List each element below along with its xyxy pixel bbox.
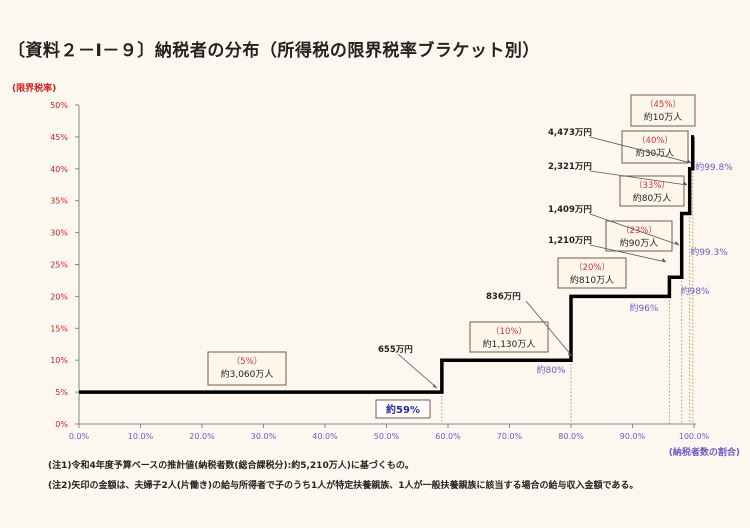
bracket-count-label: 約80万人 xyxy=(633,192,671,204)
bracket-box xyxy=(619,175,685,207)
share-label: 約99.8% xyxy=(695,161,733,173)
x-tick-label: 40.0% xyxy=(312,432,338,441)
bracket-rate-label: （20%） xyxy=(574,262,610,273)
y-tick-label: 25% xyxy=(50,261,68,270)
share-59-box xyxy=(375,399,431,419)
arrow-line xyxy=(397,353,438,389)
x-tick-label: 100.0% xyxy=(679,432,710,441)
note-1: (注1)令和4年度予算ベースの推計値(納税者数(総合課税分):約5,210万人)… xyxy=(48,461,414,471)
share-label: 約96% xyxy=(629,302,658,314)
share-label: 約98% xyxy=(680,285,709,297)
x-tick-label: 70.0% xyxy=(497,432,523,441)
arrow-line xyxy=(589,244,667,263)
x-axis-title: (納税者数の割合) xyxy=(669,446,740,458)
y-tick-label: 20% xyxy=(50,292,68,301)
arrow-head xyxy=(568,352,572,356)
arrow-head xyxy=(687,159,691,163)
x-tick-label: 50.0% xyxy=(374,432,400,441)
arrow-line xyxy=(589,170,688,186)
share-label: 約59% xyxy=(386,403,420,416)
bracket-box xyxy=(557,257,627,289)
income-threshold-label: 836万円 xyxy=(486,292,521,302)
x-tick-label: 10.0% xyxy=(128,432,154,441)
x-tick-label: 60.0% xyxy=(435,432,461,441)
bracket-box xyxy=(630,94,696,127)
arrow-head xyxy=(433,384,437,388)
bracket-count-label: 約90万人 xyxy=(620,237,658,249)
step-line xyxy=(79,135,695,394)
x-tick-label: 30.0% xyxy=(251,432,277,441)
income-threshold-label: 655万円 xyxy=(378,345,413,355)
note-2: (注2)矢印の金額は、夫婦子2人(片働き)の給与所得者で子のうち1人が特定扶養親… xyxy=(48,481,639,491)
income-threshold-label: 1,210万円 xyxy=(548,236,592,246)
income-threshold-label: 2,321万円 xyxy=(548,162,592,172)
x-tick-label: 0.0% xyxy=(69,432,90,441)
y-tick-label: 30% xyxy=(50,229,68,238)
bracket-rate-label: （10%） xyxy=(491,326,527,337)
bracket-box xyxy=(605,220,673,252)
arrow-head xyxy=(662,258,666,262)
share-label: 約80% xyxy=(536,364,565,376)
bracket-box xyxy=(207,351,287,386)
income-threshold-label: 1,409万円 xyxy=(548,205,592,215)
x-tick-label: 90.0% xyxy=(620,432,646,441)
y-tick-label: 10% xyxy=(50,356,68,365)
arrow-head xyxy=(683,181,687,185)
chart-title: 〔資料２－Ⅰ－９〕納税者の分布（所得税の限界税率ブラケット別） xyxy=(8,41,540,61)
bracket-rate-label: （40%） xyxy=(637,135,673,146)
bracket-box xyxy=(469,321,549,353)
bracket-box xyxy=(621,130,689,164)
arrow-line xyxy=(589,213,680,246)
y-tick-label: 40% xyxy=(50,165,68,174)
x-tick-label: 80.0% xyxy=(558,432,584,441)
y-tick-label: 0% xyxy=(55,420,68,429)
bracket-count-label: 約810万人 xyxy=(570,274,614,286)
x-tick-label: 20.0% xyxy=(189,432,215,441)
bracket-rate-label: （33%） xyxy=(634,180,670,191)
y-axis-title: (限界税率) xyxy=(12,82,56,94)
bracket-rate-label: （23%） xyxy=(621,225,657,236)
bracket-count-label: 約1,130万人 xyxy=(483,338,536,350)
y-tick-label: 5% xyxy=(55,388,68,397)
y-tick-label: 35% xyxy=(50,197,68,206)
arrow-line xyxy=(525,300,573,357)
share-label: 約99.3% xyxy=(690,246,728,258)
income-threshold-label: 4,473万円 xyxy=(548,128,592,138)
bracket-count-label: 約3,060万人 xyxy=(221,368,274,380)
arrow-head xyxy=(675,241,679,245)
bracket-rate-label: （5%） xyxy=(232,356,263,367)
bracket-count-label: 約10万人 xyxy=(644,111,682,123)
y-tick-label: 50% xyxy=(50,101,68,110)
bracket-rate-label: （45%） xyxy=(645,99,681,110)
y-tick-label: 15% xyxy=(50,324,68,333)
arrow-line xyxy=(589,136,692,164)
y-tick-label: 45% xyxy=(50,133,68,142)
